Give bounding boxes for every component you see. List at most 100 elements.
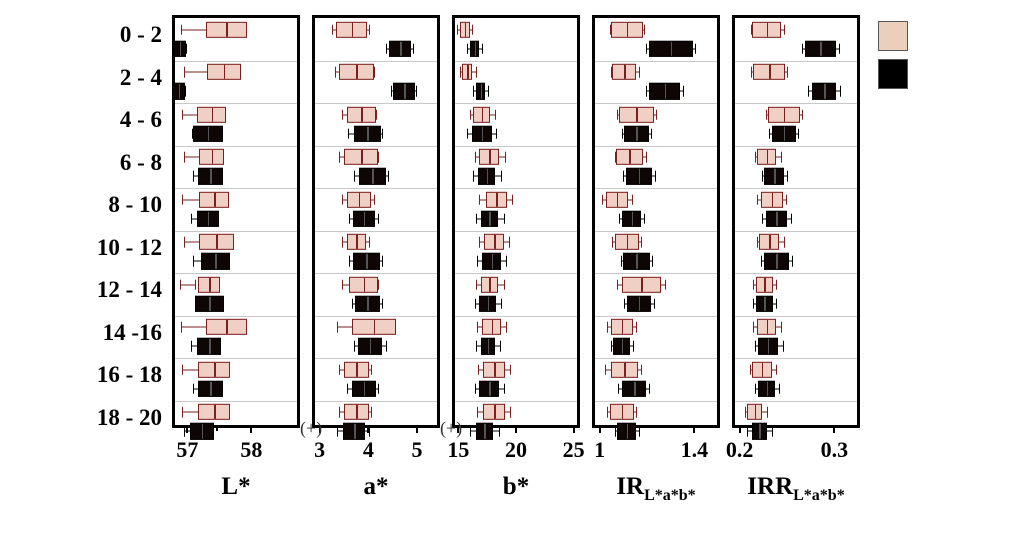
boxplot-antes-IRR_La*b*-row7[interactable] — [735, 318, 857, 337]
boxplot-despues-a*-row1[interactable] — [315, 82, 437, 101]
boxplot-despues-b*-row2[interactable] — [455, 124, 577, 143]
boxplot-despues-IR_La*b*-row0[interactable] — [595, 39, 717, 58]
boxplot-despues-L*-row5[interactable] — [175, 252, 297, 271]
boxplot-despues-b*-row4[interactable] — [455, 209, 577, 228]
boxplot-antes-L*-row4[interactable] — [175, 190, 297, 209]
row-separator — [735, 401, 857, 402]
boxplot-despues-L*-row8[interactable] — [175, 379, 297, 398]
boxplot-antes-IRR_La*b*-row6[interactable] — [735, 275, 857, 294]
boxplot-despues-b*-row3[interactable] — [455, 167, 577, 186]
boxplot-antes-IRR_La*b*-row2[interactable] — [735, 105, 857, 124]
tick-label-b*-15: 15 — [447, 437, 469, 463]
boxplot-antes-IR_La*b*-row8[interactable] — [595, 360, 717, 379]
boxplot-despues-IRR_La*b*-row7[interactable] — [735, 337, 857, 356]
boxplot-antes-b*-row4[interactable] — [455, 190, 577, 209]
boxplot-despues-IR_La*b*-row4[interactable] — [595, 209, 717, 228]
boxplot-despues-IR_La*b*-row2[interactable] — [595, 124, 717, 143]
boxplot-antes-a*-row3[interactable] — [315, 148, 437, 167]
boxplot-antes-IRR_La*b*-row9[interactable] — [735, 403, 857, 422]
boxplot-antes-L*-row5[interactable] — [175, 233, 297, 252]
boxplot-despues-a*-row4[interactable] — [315, 209, 437, 228]
boxplot-despues-IRR_La*b*-row2[interactable] — [735, 124, 857, 143]
boxplot-antes-b*-row7[interactable] — [455, 318, 577, 337]
boxplot-antes-IR_La*b*-row0[interactable] — [595, 20, 717, 39]
boxplot-antes-L*-row6[interactable] — [175, 275, 297, 294]
boxplot-antes-a*-row1[interactable] — [315, 63, 437, 82]
boxplot-despues-a*-row5[interactable] — [315, 252, 437, 271]
boxplot-antes-IR_La*b*-row7[interactable] — [595, 318, 717, 337]
boxplot-antes-b*-row5[interactable] — [455, 233, 577, 252]
boxplot-antes-IRR_La*b*-row5[interactable] — [735, 233, 857, 252]
boxplot-despues-a*-row6[interactable] — [315, 294, 437, 313]
boxplot-despues-L*-row0[interactable] — [175, 39, 297, 58]
boxplot-antes-IR_La*b*-row5[interactable] — [595, 233, 717, 252]
boxplot-antes-b*-row6[interactable] — [455, 275, 577, 294]
boxplot-antes-b*-row8[interactable] — [455, 360, 577, 379]
boxplot-antes-L*-row9[interactable] — [175, 403, 297, 422]
boxplot-despues-L*-row1[interactable] — [175, 82, 297, 101]
boxplot-antes-b*-row1[interactable] — [455, 63, 577, 82]
boxplot-antes-IRR_La*b*-row0[interactable] — [735, 20, 857, 39]
boxplot-despues-L*-row2[interactable] — [175, 124, 297, 143]
boxplot-despues-IRR_La*b*-row8[interactable] — [735, 379, 857, 398]
boxplot-despues-L*-row6[interactable] — [175, 294, 297, 313]
boxplot-despues-IR_La*b*-row5[interactable] — [595, 252, 717, 271]
boxplot-despues-b*-row0[interactable] — [455, 39, 577, 58]
boxplot-despues-L*-row3[interactable] — [175, 167, 297, 186]
boxplot-antes-b*-row9[interactable] — [455, 403, 577, 422]
boxplot-antes-IRR_La*b*-row3[interactable] — [735, 148, 857, 167]
boxplot-antes-a*-row4[interactable] — [315, 190, 437, 209]
boxplot-antes-b*-row3[interactable] — [455, 148, 577, 167]
boxplot-despues-IR_La*b*-row6[interactable] — [595, 294, 717, 313]
boxplot-antes-IR_La*b*-row1[interactable] — [595, 63, 717, 82]
boxplot-antes-IRR_La*b*-row4[interactable] — [735, 190, 857, 209]
boxplot-despues-a*-row8[interactable] — [315, 379, 437, 398]
boxplot-antes-L*-row2[interactable] — [175, 105, 297, 124]
boxplot-antes-a*-row6[interactable] — [315, 275, 437, 294]
boxplot-despues-b*-row6[interactable] — [455, 294, 577, 313]
boxplot-antes-a*-row2[interactable] — [315, 105, 437, 124]
boxplot-antes-L*-row8[interactable] — [175, 360, 297, 379]
boxplot-despues-a*-row0[interactable] — [315, 39, 437, 58]
boxplot-antes-IR_La*b*-row4[interactable] — [595, 190, 717, 209]
boxplot-antes-L*-row1[interactable] — [175, 63, 297, 82]
boxplot-antes-IR_La*b*-row6[interactable] — [595, 275, 717, 294]
boxplot-despues-IR_La*b*-row7[interactable] — [595, 337, 717, 356]
boxplot-antes-IRR_La*b*-row1[interactable] — [735, 63, 857, 82]
boxplot-antes-IR_La*b*-row9[interactable] — [595, 403, 717, 422]
boxplot-despues-IRR_La*b*-row5[interactable] — [735, 252, 857, 271]
boxplot-despues-IR_La*b*-row8[interactable] — [595, 379, 717, 398]
boxplot-antes-IRR_La*b*-row8[interactable] — [735, 360, 857, 379]
boxplot-despues-b*-row1[interactable] — [455, 82, 577, 101]
boxplot-despues-IRR_La*b*-row0[interactable] — [735, 39, 857, 58]
boxplot-despues-a*-row3[interactable] — [315, 167, 437, 186]
boxplot-despues-IRR_La*b*-row4[interactable] — [735, 209, 857, 228]
boxplot-antes-IR_La*b*-row3[interactable] — [595, 148, 717, 167]
boxplot-antes-b*-row0[interactable] — [455, 20, 577, 39]
panel-IRR_La*b* — [732, 15, 860, 425]
boxplot-antes-L*-row7[interactable] — [175, 318, 297, 337]
boxplot-despues-b*-row5[interactable] — [455, 252, 577, 271]
boxplot-antes-L*-row3[interactable] — [175, 148, 297, 167]
boxplot-despues-L*-row4[interactable] — [175, 209, 297, 228]
boxplot-despues-L*-row7[interactable] — [175, 337, 297, 356]
row-separator — [455, 358, 577, 359]
boxplot-despues-IRR_La*b*-row6[interactable] — [735, 294, 857, 313]
row-separator — [595, 231, 717, 232]
boxplot-despues-a*-row7[interactable] — [315, 337, 437, 356]
boxplot-antes-b*-row2[interactable] — [455, 105, 577, 124]
boxplot-despues-IR_La*b*-row3[interactable] — [595, 167, 717, 186]
boxplot-antes-a*-row8[interactable] — [315, 360, 437, 379]
boxplot-despues-IRR_La*b*-row3[interactable] — [735, 167, 857, 186]
boxplot-despues-b*-row7[interactable] — [455, 337, 577, 356]
boxplot-antes-a*-row0[interactable] — [315, 20, 437, 39]
boxplot-antes-a*-row5[interactable] — [315, 233, 437, 252]
boxplot-despues-a*-row2[interactable] — [315, 124, 437, 143]
boxplot-despues-b*-row8[interactable] — [455, 379, 577, 398]
boxplot-antes-a*-row7[interactable] — [315, 318, 437, 337]
boxplot-antes-a*-row9[interactable] — [315, 403, 437, 422]
boxplot-despues-IRR_La*b*-row1[interactable] — [735, 82, 857, 101]
boxplot-antes-IR_La*b*-row2[interactable] — [595, 105, 717, 124]
boxplot-despues-IR_La*b*-row1[interactable] — [595, 82, 717, 101]
boxplot-antes-L*-row0[interactable] — [175, 20, 297, 39]
